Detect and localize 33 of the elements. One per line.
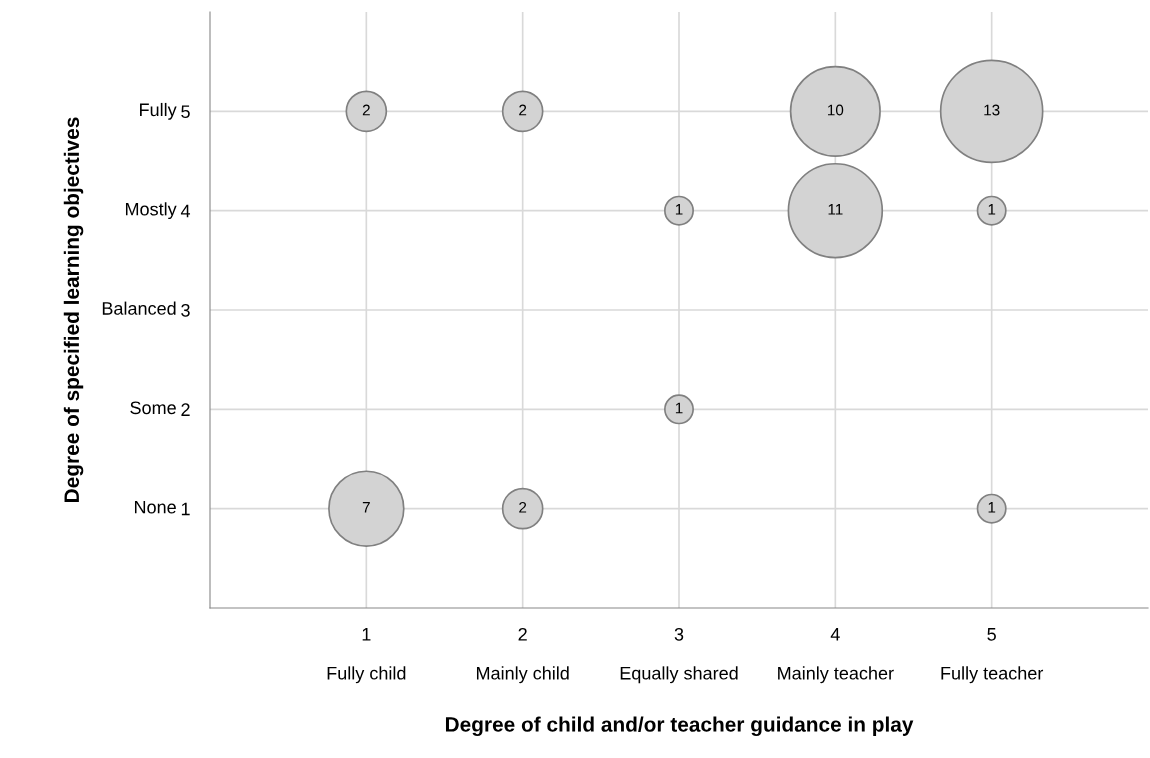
y-tick-label: 1 bbox=[181, 502, 190, 516]
x-tick-label: 2 bbox=[518, 627, 527, 641]
data-label: 2 bbox=[519, 501, 527, 513]
data-label: 1 bbox=[675, 204, 683, 215]
y-tick-label: 3 bbox=[181, 303, 190, 317]
y-tick-label: 4 bbox=[180, 204, 191, 218]
text: Fully teacher bbox=[941, 666, 1044, 684]
text: Mainly child bbox=[476, 666, 569, 684]
text: Balanced bbox=[102, 301, 176, 315]
text: Equally shared bbox=[620, 666, 738, 684]
text: None bbox=[134, 500, 176, 514]
text: Mainly teacher bbox=[778, 666, 894, 684]
x-tick-label: 4 bbox=[830, 628, 840, 641]
data-label: 2 bbox=[519, 104, 527, 116]
data-label: 2 bbox=[362, 104, 370, 116]
x-tick-label: 3 bbox=[674, 627, 684, 641]
data-label: 10 bbox=[828, 104, 844, 116]
text: Some bbox=[130, 401, 176, 415]
x-tick-label: 5 bbox=[987, 628, 996, 641]
x-tick-label: 1 bbox=[362, 628, 371, 641]
data-label: 11 bbox=[828, 204, 843, 215]
data-label: 1 bbox=[988, 502, 996, 513]
data-label: 13 bbox=[984, 104, 1000, 116]
y-tick-label: 2 bbox=[181, 403, 190, 416]
text: Mostly bbox=[125, 202, 177, 220]
text: Fully bbox=[140, 102, 177, 120]
data-label: 1 bbox=[988, 204, 996, 215]
y-tick-label: 5 bbox=[181, 105, 190, 119]
data-label: 7 bbox=[362, 502, 370, 513]
text: Fully child bbox=[327, 666, 406, 684]
y-axis-title: Degree of specified learning objectives bbox=[63, 117, 84, 502]
data-label: 1 bbox=[675, 402, 683, 414]
x-axis-title: Degree of child and/or teacher guidance in play bbox=[445, 716, 914, 737]
